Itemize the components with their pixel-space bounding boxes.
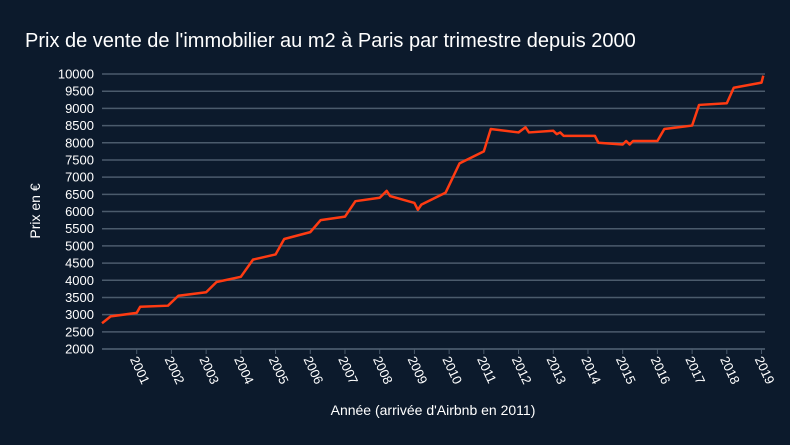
y-tick-label: 8000 xyxy=(65,135,94,150)
y-tick-label: 5000 xyxy=(65,238,94,253)
y-tick-label: 10000 xyxy=(58,67,94,82)
y-tick-label: 2000 xyxy=(65,342,94,357)
x-axis-label: Année (arrivée d'Airbnb en 2011) xyxy=(331,402,536,418)
y-tick-label: 3000 xyxy=(65,307,94,322)
y-tick-label: 6500 xyxy=(65,187,94,202)
y-tick-label: 7500 xyxy=(65,152,94,167)
y-tick-label: 9500 xyxy=(65,84,94,99)
y-tick-label: 9000 xyxy=(65,101,94,116)
y-tick-label: 4500 xyxy=(65,256,94,271)
data-line xyxy=(101,75,765,325)
y-tick-label: 6000 xyxy=(65,204,94,219)
y-axis-label: Prix en € xyxy=(27,183,43,238)
y-tick-label: 7000 xyxy=(65,170,94,185)
y-tick-label: 5500 xyxy=(65,221,94,236)
y-tick-label: 8500 xyxy=(65,118,94,133)
y-tick-label: 3500 xyxy=(65,290,94,305)
y-tick-label: 4000 xyxy=(65,273,94,288)
y-tick-label: 2500 xyxy=(65,324,94,339)
chart-title: Prix de vente de l'immobilier au m2 à Pa… xyxy=(25,30,636,52)
